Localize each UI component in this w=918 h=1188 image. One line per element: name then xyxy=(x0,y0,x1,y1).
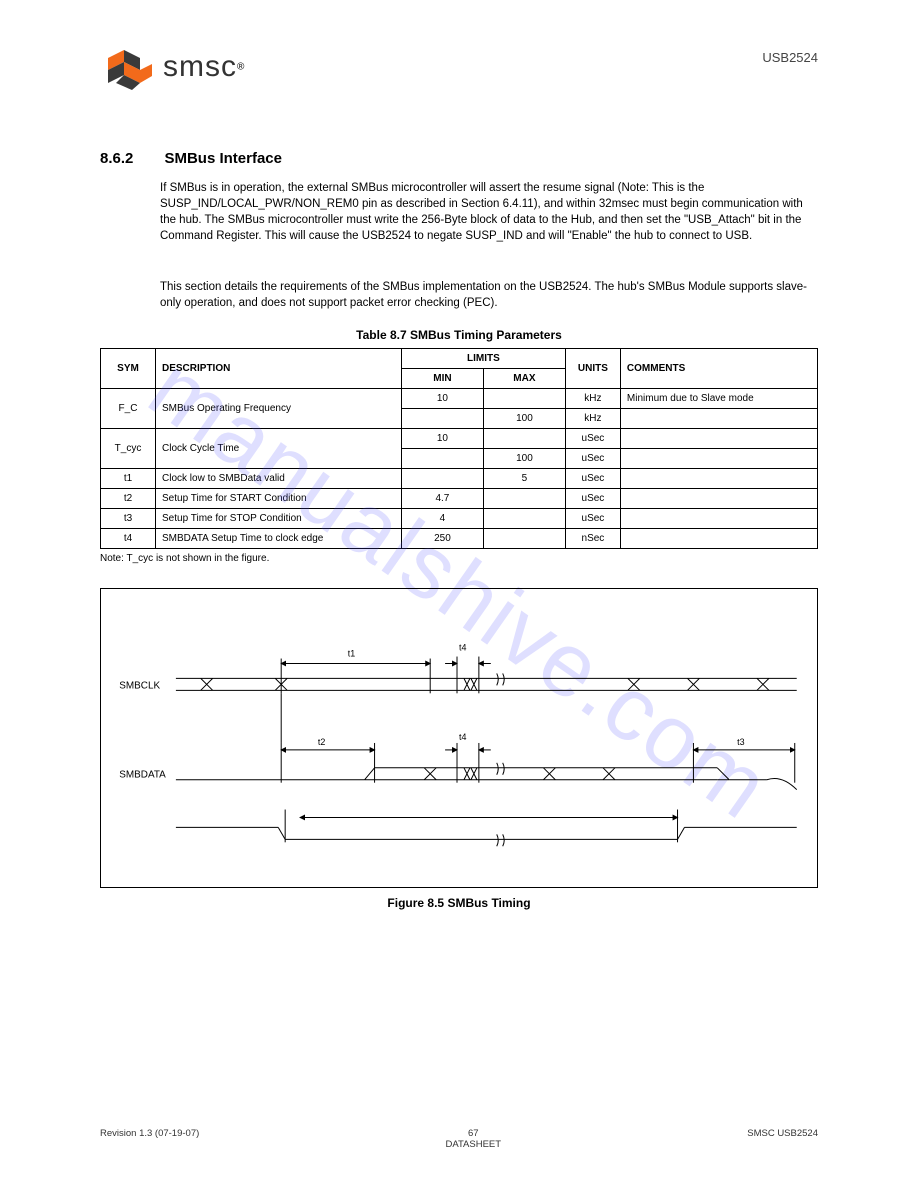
cell-min xyxy=(401,468,483,488)
section-title: SMBus Interface xyxy=(164,150,282,167)
table-row: t3 Setup Time for STOP Condition 4 uSec xyxy=(101,508,818,528)
cell-desc: SMBus Operating Frequency xyxy=(156,388,402,428)
t4-label-top: t4 xyxy=(459,642,466,652)
cell-comm xyxy=(620,508,817,528)
cell-desc: Clock low to SMBData valid xyxy=(156,468,402,488)
figure-box: SMBCLK xyxy=(100,588,818,888)
page-footer: Revision 1.3 (07-19-07) 67 DATASHEET SMS… xyxy=(100,1128,818,1150)
section-number: 8.6.2 xyxy=(100,150,160,167)
cell-unit: kHz xyxy=(565,408,620,428)
page-number: 67 xyxy=(445,1128,501,1139)
page-header: smsc® USB2524 xyxy=(100,50,818,95)
smbdata-label: SMBDATA xyxy=(119,769,166,780)
cell-desc: SMBDATA Setup Time to clock edge xyxy=(156,528,402,548)
cell-sym: t1 xyxy=(101,468,156,488)
cell-min xyxy=(401,448,483,468)
footer-left: Revision 1.3 (07-19-07) xyxy=(100,1128,199,1150)
smbus-timing-diagram: SMBCLK xyxy=(101,589,817,887)
th-desc: DESCRIPTION xyxy=(156,348,402,388)
cell-comm xyxy=(620,528,817,548)
cell-sym: t2 xyxy=(101,488,156,508)
cell-comm xyxy=(620,428,817,448)
section-para-1: If SMBus is in operation, the external S… xyxy=(160,180,818,244)
t2-label: t2 xyxy=(318,737,325,747)
footer-right: SMSC USB2524 xyxy=(747,1128,818,1150)
cell-sym: t3 xyxy=(101,508,156,528)
table-note: Note: T_cyc is not shown in the figure. xyxy=(100,553,818,564)
smbus-timing-table: SYM DESCRIPTION LIMITS UNITS COMMENTS MI… xyxy=(100,348,818,549)
cell-unit: kHz xyxy=(565,388,620,408)
cell-desc: Setup Time for START Condition xyxy=(156,488,402,508)
cell-desc: Clock Cycle Time xyxy=(156,428,402,468)
footer-center: 67 DATASHEET xyxy=(445,1128,501,1150)
cell-comm xyxy=(620,488,817,508)
cell-unit: uSec xyxy=(565,488,620,508)
cell-unit: uSec xyxy=(565,508,620,528)
cell-max: 100 xyxy=(483,448,565,468)
cell-comm xyxy=(620,408,817,428)
t4-label-data: t4 xyxy=(459,732,466,742)
cell-min: 4.7 xyxy=(401,488,483,508)
th-sym: SYM xyxy=(101,348,156,388)
cell-unit: uSec xyxy=(565,428,620,448)
cell-desc: Setup Time for STOP Condition xyxy=(156,508,402,528)
cell-max xyxy=(483,488,565,508)
footer-doc-type: DATASHEET xyxy=(445,1139,501,1150)
cell-max xyxy=(483,508,565,528)
th-max: MAX xyxy=(483,368,565,388)
cell-sym: F_C xyxy=(101,388,156,428)
t1-label: t1 xyxy=(348,648,355,658)
cell-unit: uSec xyxy=(565,468,620,488)
smbclk-label: SMBCLK xyxy=(119,680,160,691)
cell-sym: t4 xyxy=(101,528,156,548)
cell-min: 250 xyxy=(401,528,483,548)
cell-min: 4 xyxy=(401,508,483,528)
cell-sym: T_cyc xyxy=(101,428,156,468)
cell-min xyxy=(401,408,483,428)
table-caption: Table 8.7 SMBus Timing Parameters xyxy=(100,328,818,342)
cell-max xyxy=(483,388,565,408)
logo-mark-icon xyxy=(100,50,155,95)
product-name: USB2524 xyxy=(762,50,818,65)
cell-max xyxy=(483,428,565,448)
section-para-2: This section details the requirements of… xyxy=(160,279,818,311)
smbus-timing-figure-wrap: SMBCLK xyxy=(100,588,818,910)
cell-max: 5 xyxy=(483,468,565,488)
cell-min: 10 xyxy=(401,428,483,448)
th-units: UNITS xyxy=(565,348,620,388)
th-comments: COMMENTS xyxy=(620,348,817,388)
smsc-logo: smsc® xyxy=(100,50,244,95)
table-row: t2 Setup Time for START Condition 4.7 uS… xyxy=(101,488,818,508)
cell-unit: uSec xyxy=(565,448,620,468)
cell-max xyxy=(483,528,565,548)
table-row: T_cyc Clock Cycle Time 10 uSec xyxy=(101,428,818,448)
cell-comm xyxy=(620,448,817,468)
cell-comm: Minimum due to Slave mode xyxy=(620,388,817,408)
th-limits: LIMITS xyxy=(401,348,565,368)
table-row: t1 Clock low to SMBData valid 5 uSec xyxy=(101,468,818,488)
th-min: MIN xyxy=(401,368,483,388)
cell-comm xyxy=(620,468,817,488)
table-row: t4 SMBDATA Setup Time to clock edge 250 … xyxy=(101,528,818,548)
logo-text: smsc® xyxy=(163,50,244,84)
table-row: F_C SMBus Operating Frequency 10 kHz Min… xyxy=(101,388,818,408)
t3-label: t3 xyxy=(737,737,744,747)
figure-caption: Figure 8.5 SMBus Timing xyxy=(100,896,818,910)
cell-unit: nSec xyxy=(565,528,620,548)
cell-min: 10 xyxy=(401,388,483,408)
cell-max: 100 xyxy=(483,408,565,428)
